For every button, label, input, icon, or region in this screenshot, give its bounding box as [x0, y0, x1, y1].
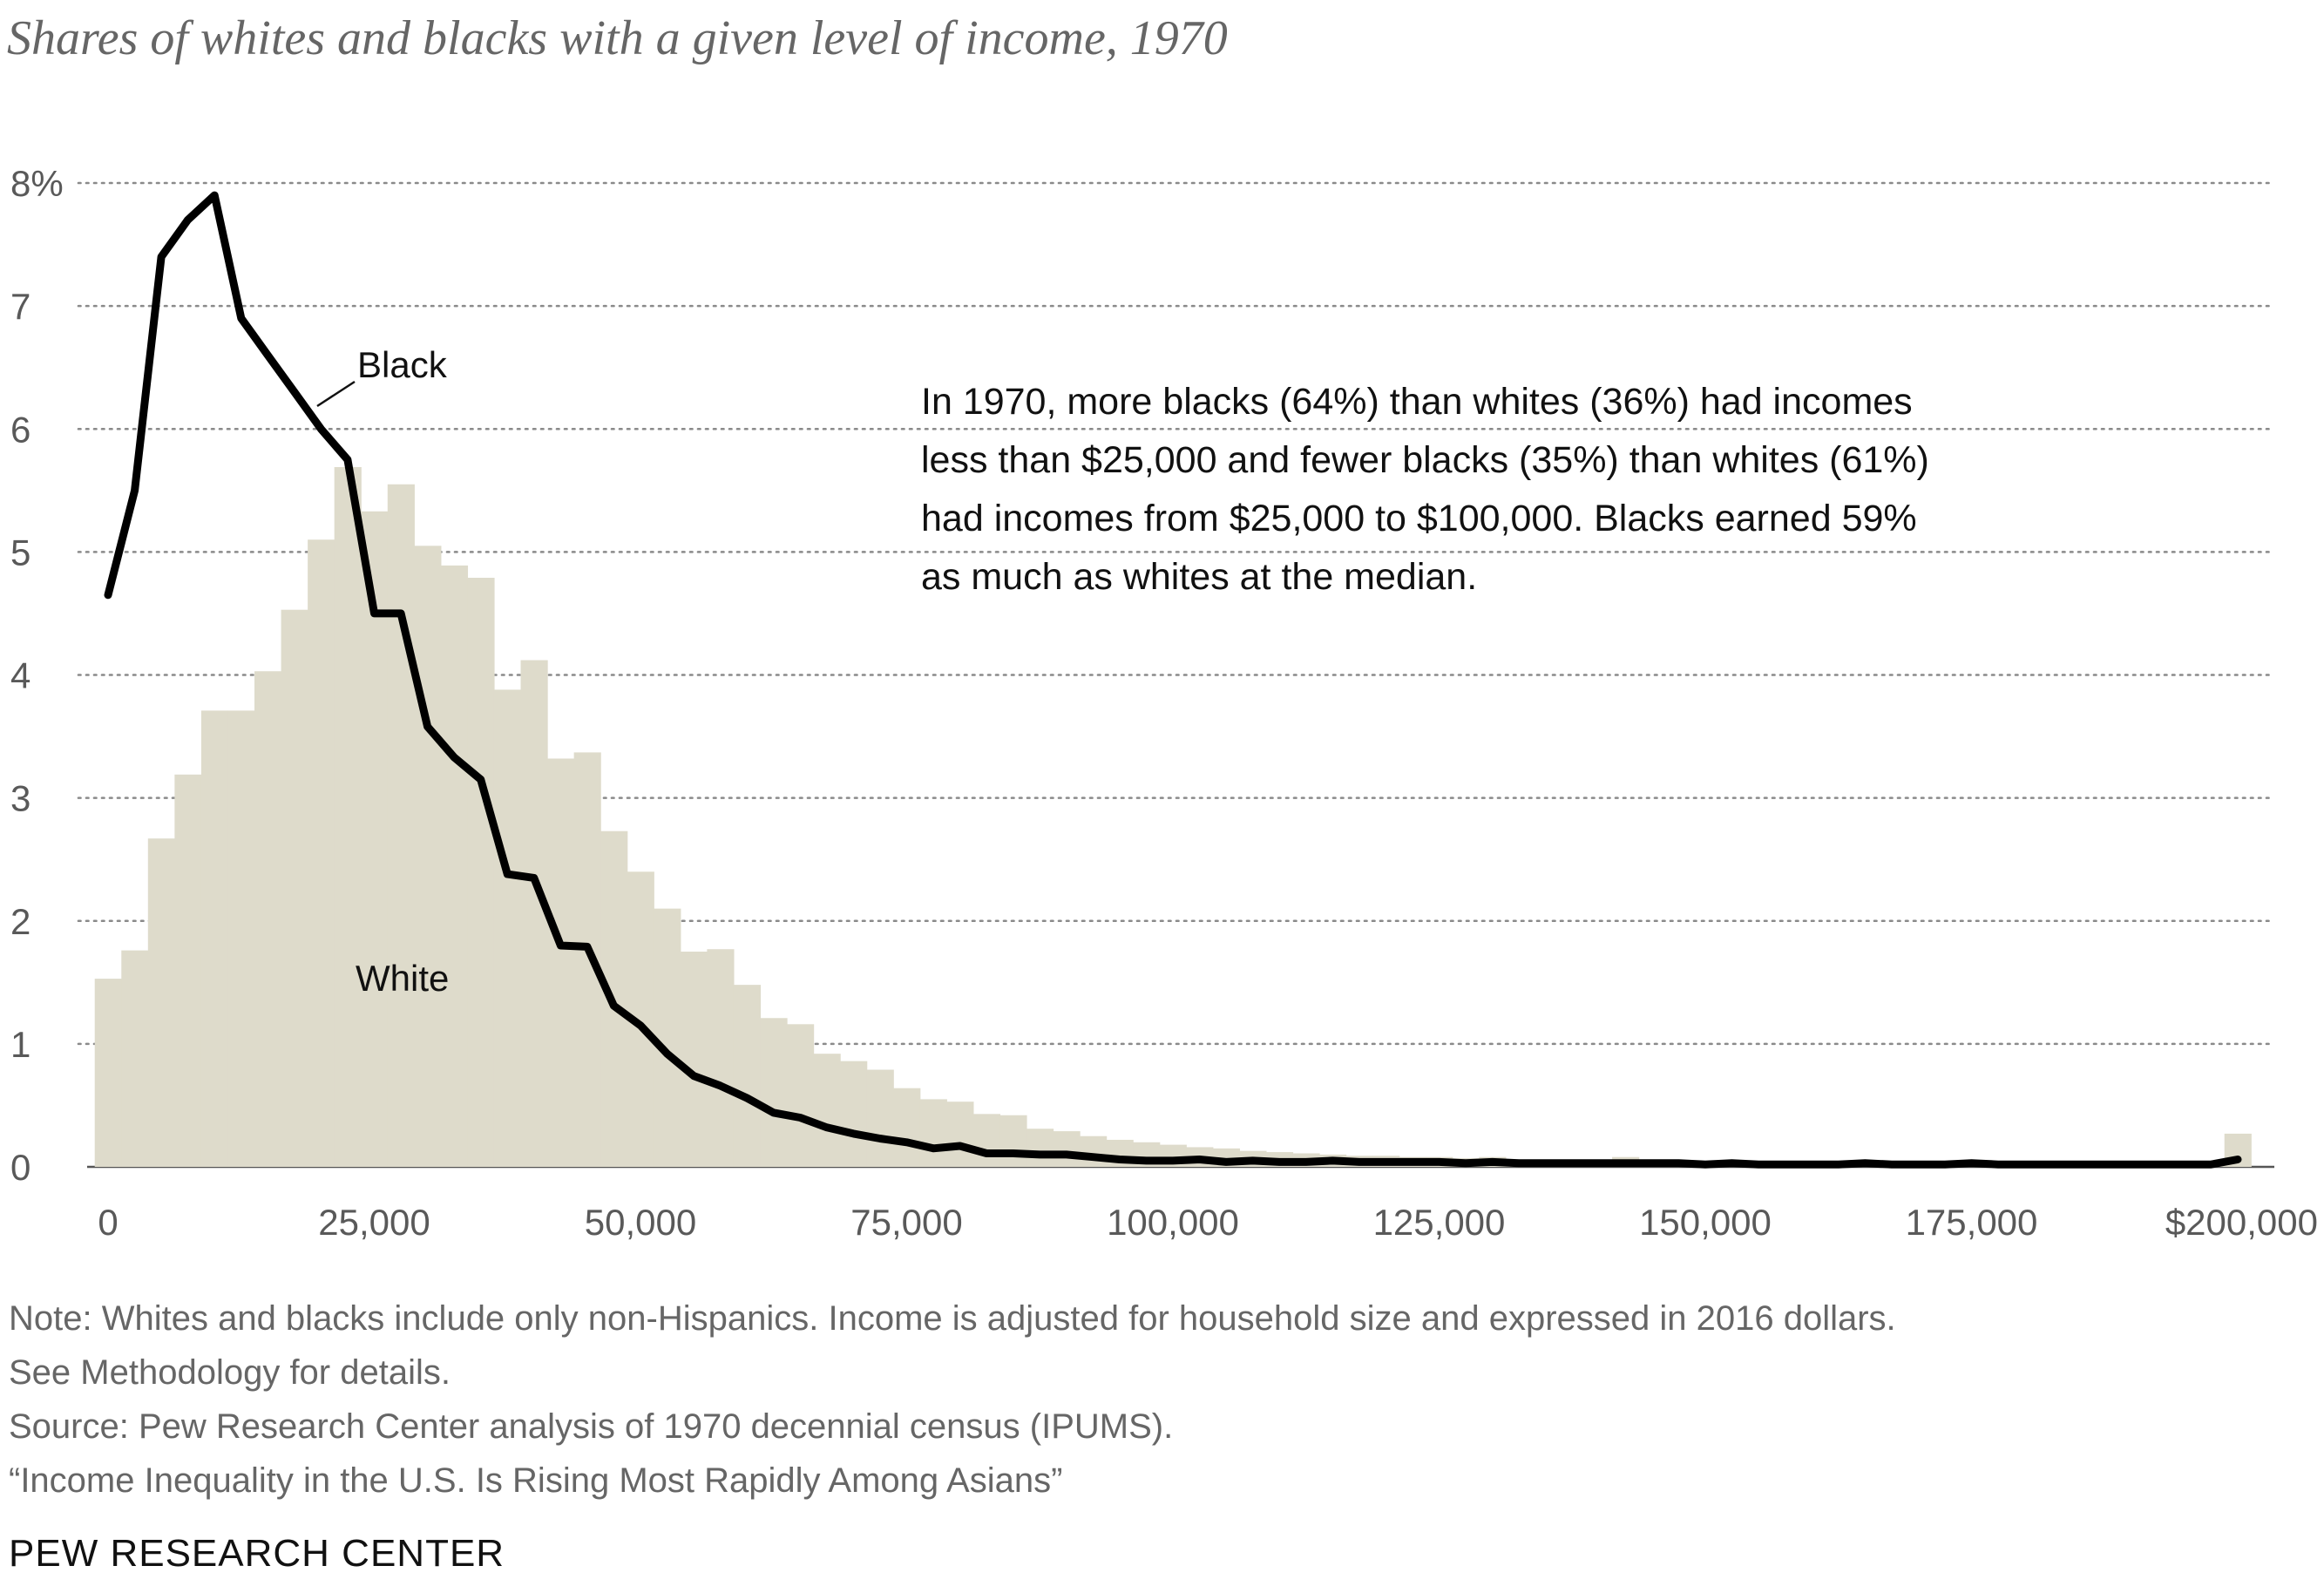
white-bar	[121, 950, 149, 1167]
annotation-line: as much as whites at the median.	[921, 556, 1478, 598]
chart-title: Shares of whites and blacks with a given…	[7, 11, 1228, 65]
y-tick-label: 5	[10, 532, 30, 573]
white-bar	[361, 511, 389, 1167]
source-text: Source: Pew Research Center analysis of …	[9, 1407, 1174, 1446]
x-tick-label: 25,000	[318, 1202, 430, 1243]
y-tick-label: 0	[10, 1147, 30, 1188]
x-tick-label: 100,000	[1107, 1202, 1239, 1243]
y-tick-label: 6	[10, 409, 30, 450]
white-bar	[200, 710, 229, 1167]
white-bar	[760, 1018, 788, 1167]
y-tick-label: 4	[10, 655, 30, 696]
white-bar	[866, 1069, 894, 1167]
white-bar	[520, 660, 548, 1167]
annotation-line: had incomes from $25,000 to $100,000. Bl…	[921, 498, 1917, 539]
report-title: “Income Inequality in the U.S. Is Rising…	[9, 1461, 1063, 1500]
y-tick-label: 2	[10, 901, 30, 942]
series-labels: Black White	[316, 344, 449, 999]
white-bar	[999, 1115, 1027, 1167]
annotation-line: less than $25,000 and fewer blacks (35%)…	[921, 439, 1929, 481]
white-bar	[414, 546, 442, 1167]
white-bar	[254, 671, 282, 1167]
white-bar	[227, 710, 255, 1167]
black-line	[104, 191, 2242, 1169]
white-bar	[813, 1054, 841, 1167]
y-tick-label: 3	[10, 778, 30, 819]
y-tick-label: 8%	[10, 163, 64, 204]
y-axis-ticks: 8% 7 6 5 4 3 2 1 0	[10, 163, 64, 1188]
white-bar	[972, 1114, 1001, 1167]
white-bar	[440, 565, 469, 1167]
white-bar	[94, 979, 122, 1167]
white-bar	[840, 1061, 868, 1167]
white-bar	[174, 774, 202, 1167]
white-bar	[707, 949, 735, 1167]
income-distribution-chart: 8% 7 6 5 4 3 2 1 0 0 25,000 50,000 75,000 100,000 125…	[10, 163, 2318, 1243]
white-bar	[919, 1099, 947, 1167]
annotation-line: In 1970, more blacks (64%) than whites (…	[921, 381, 1913, 423]
y-tick-label: 1	[10, 1024, 30, 1065]
black-label-leader	[316, 380, 356, 408]
white-bar	[334, 466, 362, 1167]
white-bar	[387, 484, 415, 1167]
note-text: Note: Whites and blacks include only non…	[9, 1299, 1896, 1338]
white-bar	[547, 758, 575, 1167]
black-line-layer	[104, 191, 2242, 1169]
white-bar	[654, 908, 681, 1167]
white-bar	[733, 985, 762, 1167]
white-bar	[1080, 1135, 1108, 1167]
x-tick-label: $200,000	[2165, 1202, 2318, 1243]
x-tick-label: 175,000	[1906, 1202, 2038, 1243]
white-bar	[680, 952, 708, 1167]
white-bar	[1053, 1131, 1081, 1167]
x-tick-label: 150,000	[1639, 1202, 1772, 1243]
x-tick-label: 75,000	[850, 1202, 962, 1243]
white-bar	[1026, 1129, 1054, 1167]
chart-notes: Note: Whites and blacks include only non…	[9, 1291, 1896, 1508]
white-bar	[787, 1024, 815, 1167]
white-bar	[147, 838, 175, 1167]
white-bar	[308, 539, 335, 1167]
black-series-label: Black	[357, 344, 448, 385]
x-tick-label: 0	[98, 1202, 118, 1243]
white-bar	[281, 609, 308, 1167]
x-axis-ticks: 0 25,000 50,000 75,000 100,000 125,000 150,000…	[98, 1202, 2318, 1243]
white-bar	[493, 689, 522, 1167]
white-bar	[946, 1102, 974, 1167]
y-tick-label: 7	[10, 286, 30, 327]
note-text-continued: See Methodology for details.	[9, 1353, 451, 1392]
x-tick-label: 50,000	[585, 1202, 696, 1243]
chart-annotation: In 1970, more blacks (64%) than whites (…	[921, 373, 2071, 607]
white-bar	[467, 578, 495, 1167]
brand-logo-text: PEW RESEARCH CENTER	[9, 1532, 505, 1575]
white-bar	[893, 1088, 921, 1167]
x-tick-label: 125,000	[1373, 1202, 1506, 1243]
white-series-label: White	[356, 958, 449, 999]
